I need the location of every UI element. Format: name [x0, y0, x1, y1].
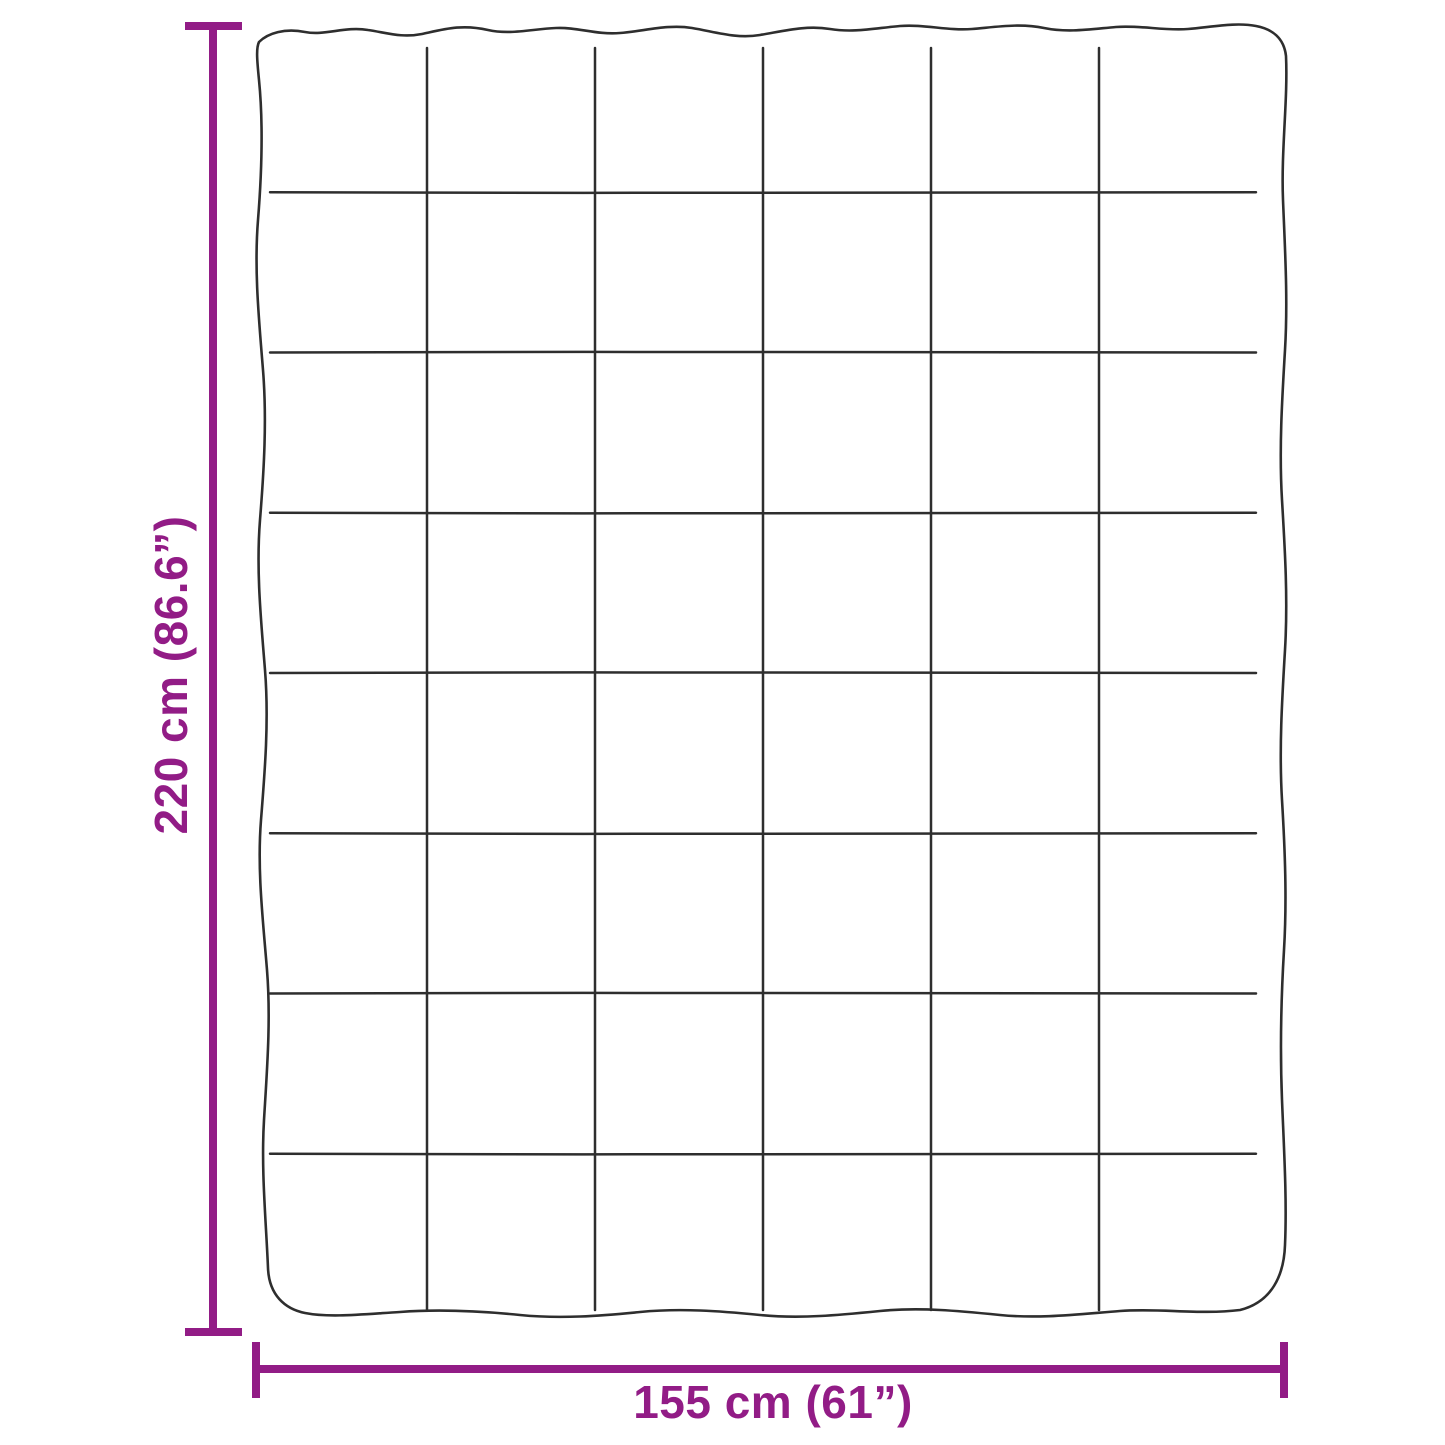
quilt-stitch-line-vertical [593, 46, 597, 1312]
height-dimension-label: 220 cm (86.6”) [145, 515, 197, 835]
quilt-stitch-line-vertical [929, 46, 933, 1312]
height-dimension-cap-bottom [185, 1328, 242, 1336]
height-dimension [185, 22, 242, 1336]
quilt-stitch-line-vertical [761, 46, 765, 1312]
quilt-stitch-line-horizontal [268, 350, 1258, 355]
quilt-stitch-line-vertical [1097, 46, 1101, 1312]
height-dimension-cap-top [185, 22, 242, 30]
width-dimension-cap-left [252, 1342, 260, 1398]
blanket-outline [255, 23, 1288, 1319]
height-dimension-line [209, 22, 217, 1336]
quilt-stitch-line-vertical [425, 46, 429, 1312]
quilt-stitch-line-horizontal [268, 671, 1258, 675]
quilt-stitch-line-horizontal [268, 1151, 1258, 1156]
quilt-grid [268, 46, 1258, 1312]
quilt-stitch-line-horizontal [268, 991, 1258, 996]
quilt-stitch-line-horizontal [268, 510, 1258, 515]
width-dimension-line [252, 1365, 1288, 1373]
width-dimension-cap-right [1280, 1342, 1288, 1398]
width-dimension [252, 1342, 1288, 1398]
quilt-stitch-line-horizontal [268, 831, 1258, 836]
width-dimension-label: 155 cm (61”) [633, 1376, 913, 1428]
quilt-stitch-line-horizontal [268, 190, 1258, 195]
